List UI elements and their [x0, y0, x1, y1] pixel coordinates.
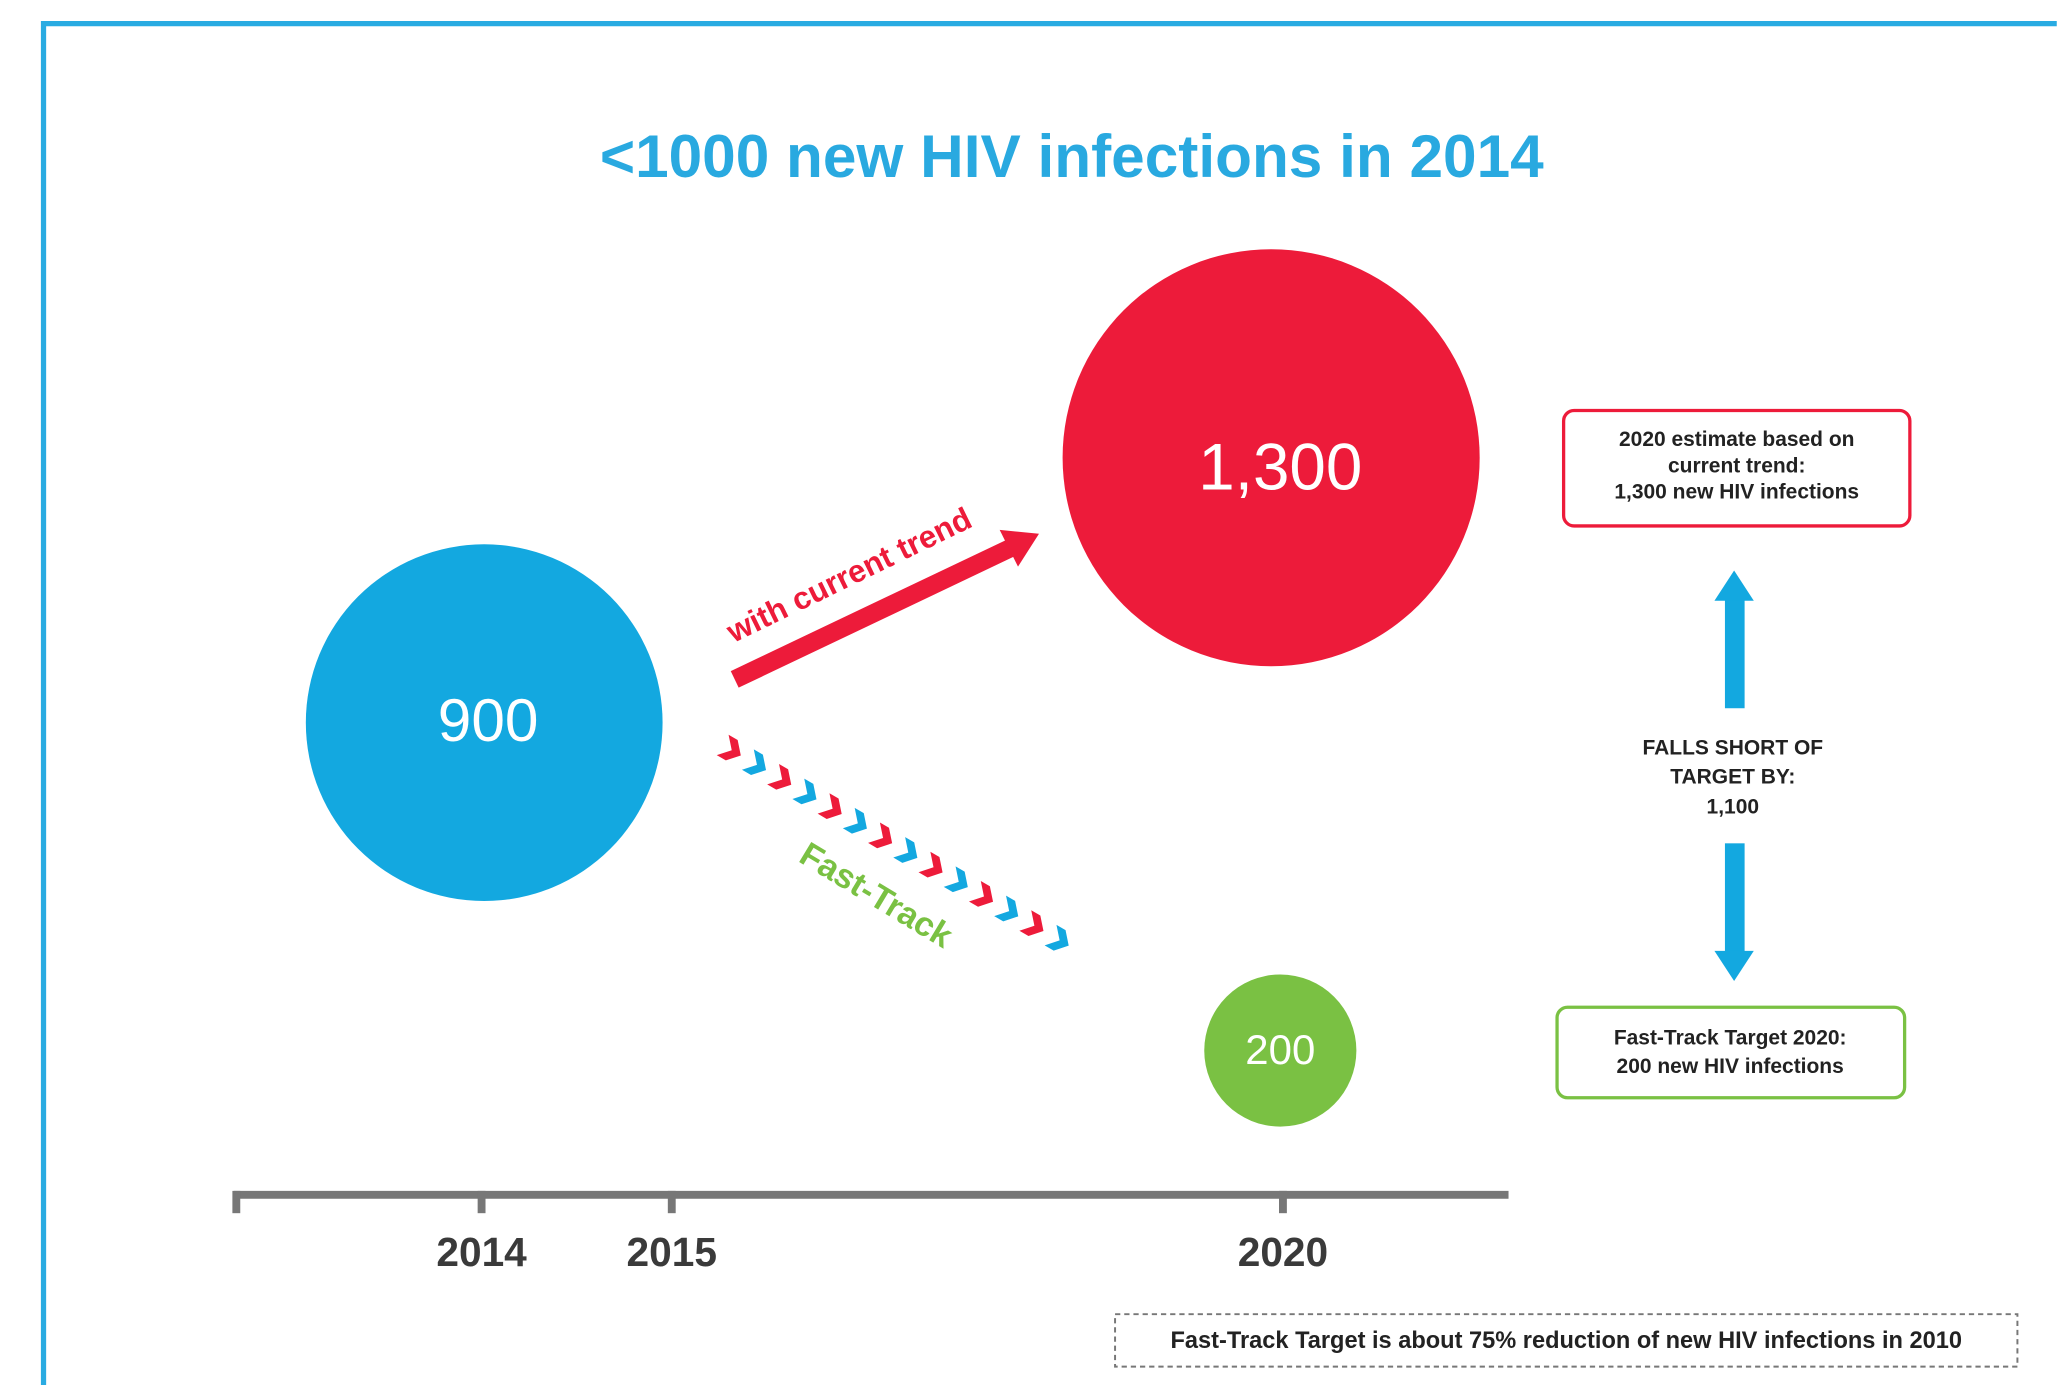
year-label: 2015	[627, 1229, 717, 1275]
chevron	[716, 734, 741, 761]
fast-track-arrow	[716, 734, 1069, 951]
fast-track-label: Fast-Track	[793, 835, 959, 955]
year-label: 2020	[1238, 1229, 1328, 1275]
box-text: current trend:	[1668, 454, 1805, 477]
title: <1000 new HIV infections in 2014	[600, 122, 1544, 190]
frame	[40, 20, 2057, 1385]
bubble-target	[1204, 974, 1357, 1127]
chevron	[868, 822, 893, 849]
year-label: 2014	[436, 1229, 527, 1275]
chevron	[968, 881, 994, 907]
chevron	[918, 851, 943, 878]
chevron	[1044, 924, 1069, 951]
target-box	[1555, 1005, 1907, 1100]
shortfall-text: 1,100	[1707, 795, 1759, 818]
chevron	[943, 866, 968, 893]
chevron	[842, 807, 867, 834]
timeline	[232, 1190, 1509, 1214]
shortfall-text: TARGET BY:	[1670, 765, 1795, 788]
trend-arrow	[730, 529, 1039, 688]
chevron	[994, 895, 1019, 922]
footnote-box	[1114, 1313, 2019, 1368]
chevron	[741, 749, 767, 776]
bubble-label: 900	[438, 686, 539, 754]
chevron	[893, 837, 918, 863]
box-text: 200 new HIV infections	[1617, 1055, 1844, 1078]
chevron	[817, 793, 842, 819]
shortfall-text: FALLS SHORT OF	[1643, 736, 1824, 759]
gap-arrows	[1714, 570, 1754, 982]
bubble-label: 200	[1245, 1026, 1315, 1073]
bubble-label: 1,300	[1198, 430, 1362, 503]
box-text: 1,300 new HIV infections	[1614, 481, 1859, 504]
footnote: Fast-Track Target is about 75% reduction…	[1171, 1328, 1962, 1354]
chevron	[1019, 910, 1044, 936]
bubble-trend	[1062, 249, 1480, 667]
box-text: 2020 estimate based on	[1619, 428, 1854, 451]
box-text: Fast-Track Target 2020:	[1614, 1026, 1847, 1049]
estimate-box	[1561, 408, 1912, 528]
chevron	[792, 778, 817, 805]
bubble-2014	[305, 544, 663, 902]
chevron	[767, 763, 792, 790]
